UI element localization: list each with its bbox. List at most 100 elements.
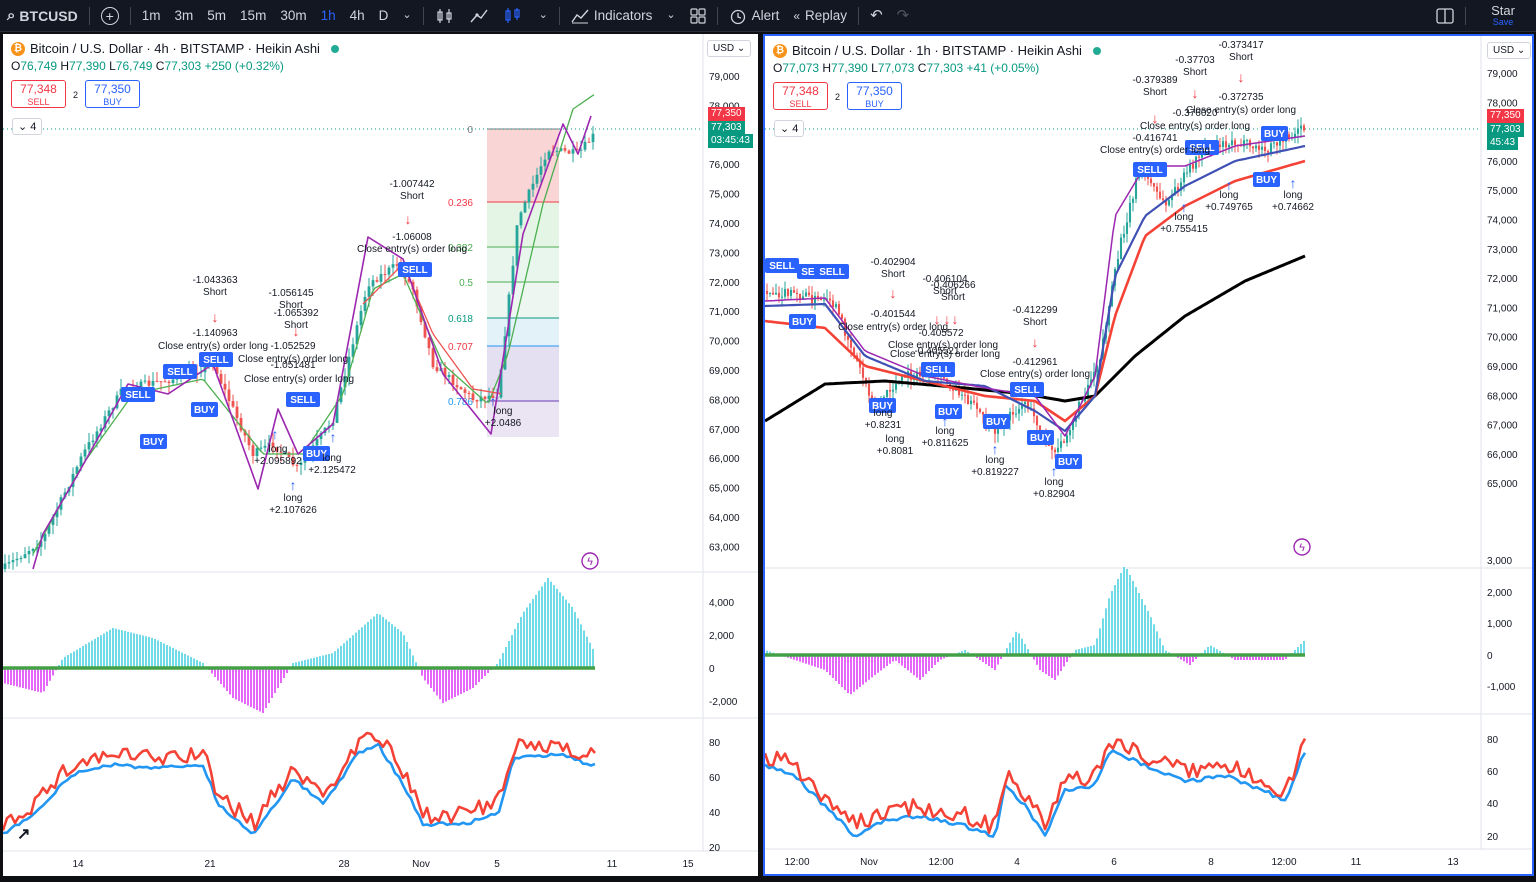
interval-30m[interactable]: 30m (280, 8, 307, 23)
buy-button[interactable]: 77,350 BUY (847, 82, 902, 110)
chart-pane-1h[interactable]: 79,00078,00077,00076,00075,00074,00073,0… (763, 34, 1534, 876)
undefined[interactable] (789, 314, 816, 329)
undefined[interactable] (765, 258, 799, 273)
interval-3m[interactable]: 3m (174, 8, 194, 23)
indicators-dropdown[interactable]: ⌄ (659, 0, 682, 32)
price-axis-label: 78,000 (709, 101, 740, 112)
strategy-dropdown[interactable]: ⌄ (532, 0, 555, 32)
lightning-icon[interactable] (581, 552, 599, 570)
candle-body (467, 392, 471, 394)
time-axis-label: 11 (607, 859, 618, 870)
sell-button[interactable]: 77,348 SELL (11, 80, 66, 108)
candle-body (822, 299, 826, 301)
undefined-text: BUY (938, 407, 959, 418)
interval-4h[interactable]: 4h (349, 8, 365, 23)
trade-annotation: -1.043363 (192, 275, 237, 286)
undefined[interactable] (1261, 126, 1288, 141)
undefined[interactable] (199, 352, 233, 367)
symbol-search[interactable]: ⌕ BTCUSD (0, 0, 85, 32)
lightning-icon[interactable] (1293, 538, 1311, 556)
candle-body (966, 395, 970, 405)
change-value: +41 (+0.05%) (966, 61, 1040, 75)
undefined[interactable] (869, 398, 896, 413)
buy-button[interactable]: 77,350 BUY (85, 80, 140, 108)
candle-type-button[interactable] (428, 0, 462, 32)
undefined[interactable] (983, 414, 1010, 429)
candle-body (1182, 172, 1186, 183)
undefined[interactable] (1253, 172, 1280, 187)
candle-body (283, 452, 287, 454)
indicators-icon (571, 9, 589, 23)
macd-axis-label: 1,000 (1487, 619, 1512, 630)
add-symbol-button[interactable]: + (94, 0, 126, 32)
candle-body (1062, 441, 1066, 443)
interval-1m[interactable]: 1m (141, 8, 161, 23)
undefined[interactable] (921, 362, 955, 377)
candle-body (852, 347, 856, 356)
layout-toggle-button[interactable] (1429, 0, 1461, 32)
chart-pane-4h[interactable]: 0 0.236 0.382 0.5 0.618 0.707 0.786 79,000 78,00… (3, 34, 758, 876)
undefined-text: BUY (872, 401, 893, 412)
trade-annotation-sub: +0.82904 (1033, 489, 1075, 500)
undefined[interactable] (398, 262, 432, 277)
candle-body (247, 435, 251, 446)
chart-canvas-1h[interactable]: 79,00078,00077,00076,00075,00074,00073,0… (765, 36, 1532, 874)
candle-body (1128, 202, 1132, 223)
trade-annotation: -1.007442 (389, 179, 434, 190)
plus-circle-icon: + (100, 6, 119, 25)
replay-button[interactable]: « Replay (786, 0, 854, 32)
interval-1h[interactable]: 1h (320, 8, 336, 23)
fib-zone (487, 247, 559, 282)
undefined[interactable] (163, 364, 197, 379)
undo-button[interactable]: ↶ (863, 0, 890, 32)
undefined[interactable] (1027, 430, 1054, 445)
candle-body (583, 141, 587, 150)
chart-canvas-4h[interactable]: 0 0.236 0.382 0.5 0.618 0.707 0.786 79,000 78,00… (3, 34, 758, 876)
undefined-text: SELL (402, 265, 428, 276)
sell-button[interactable]: 77,348 SELL (773, 82, 828, 110)
undefined-text: SELL (290, 395, 316, 406)
indicator-collapse-button[interactable]: ⌄ 4 (12, 118, 43, 135)
time-axis-label: 12:00 (784, 857, 809, 868)
candle-body (91, 440, 95, 443)
currency-label: USD (713, 43, 735, 54)
candle-body (1224, 141, 1228, 148)
long-arrow-icon: ↑ (1226, 177, 1233, 193)
indicators-button[interactable]: Indicators (564, 0, 660, 32)
undefined[interactable] (1010, 382, 1044, 397)
interval-dropdown[interactable]: ⌄ (395, 0, 418, 32)
interval-d[interactable]: D (378, 8, 389, 23)
undefined[interactable] (815, 264, 849, 279)
undefined[interactable] (191, 402, 218, 417)
fib-level-label: 0.5 (459, 278, 473, 289)
interval-5m[interactable]: 5m (207, 8, 227, 23)
indicator-collapse-button[interactable]: ⌄ 4 (774, 120, 805, 137)
currency-selector[interactable]: USD ⌄ (1487, 42, 1532, 59)
interval-15m[interactable]: 15m (240, 8, 267, 23)
alert-button[interactable]: Alert (722, 0, 787, 32)
undefined[interactable] (140, 434, 167, 449)
candle-body (31, 548, 35, 551)
candle-body (455, 385, 459, 388)
undefined[interactable] (303, 446, 330, 461)
undefined[interactable] (1185, 140, 1219, 155)
undefined[interactable] (1055, 454, 1082, 469)
undefined[interactable] (121, 387, 155, 402)
candle-body (315, 439, 319, 446)
save-layout-button[interactable]: Star Save (1470, 0, 1536, 32)
candle-body (83, 449, 87, 457)
undefined[interactable] (1133, 162, 1167, 177)
undefined-text: BUY (143, 437, 164, 448)
currency-selector[interactable]: USD ⌄ (707, 40, 752, 57)
compare-button[interactable] (462, 0, 496, 32)
undefined[interactable] (935, 404, 962, 419)
undefined[interactable] (286, 392, 320, 407)
price-axis-label: 65,000 (709, 484, 740, 495)
layout-button[interactable] (683, 0, 713, 32)
candle-body (795, 292, 799, 294)
strategy-button[interactable] (496, 0, 532, 32)
redo-button[interactable]: ↷ (890, 0, 917, 32)
candle-body (1185, 172, 1189, 174)
candle-body (499, 369, 503, 398)
candle-body (19, 558, 23, 560)
